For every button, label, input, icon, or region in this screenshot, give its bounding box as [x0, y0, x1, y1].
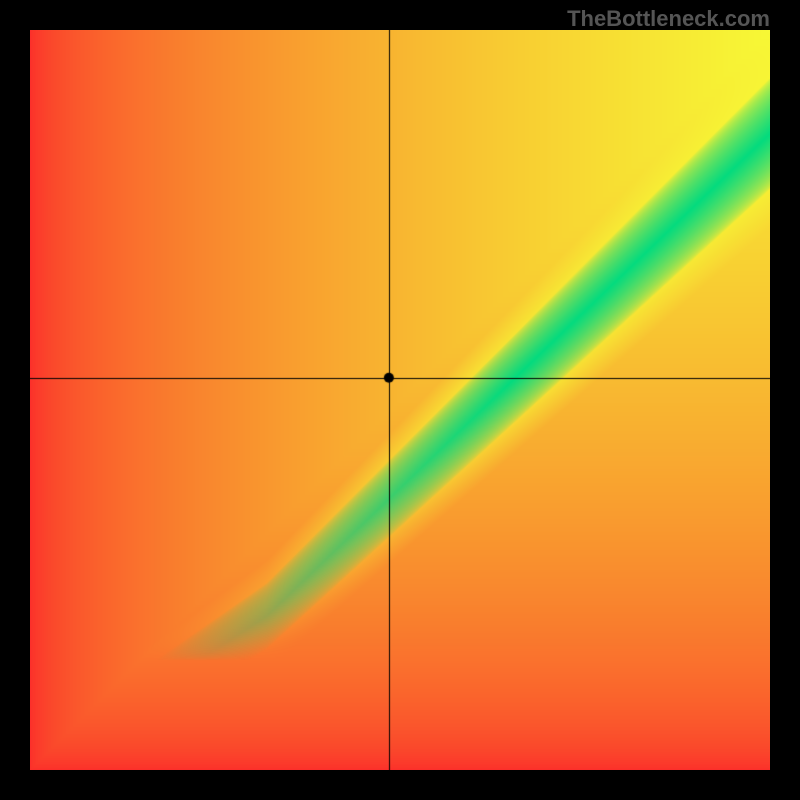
chart-container: { "watermark": { "text": "TheBottleneck.… — [0, 0, 800, 800]
watermark-text: TheBottleneck.com — [567, 6, 770, 32]
bottleneck-heatmap — [30, 30, 770, 770]
